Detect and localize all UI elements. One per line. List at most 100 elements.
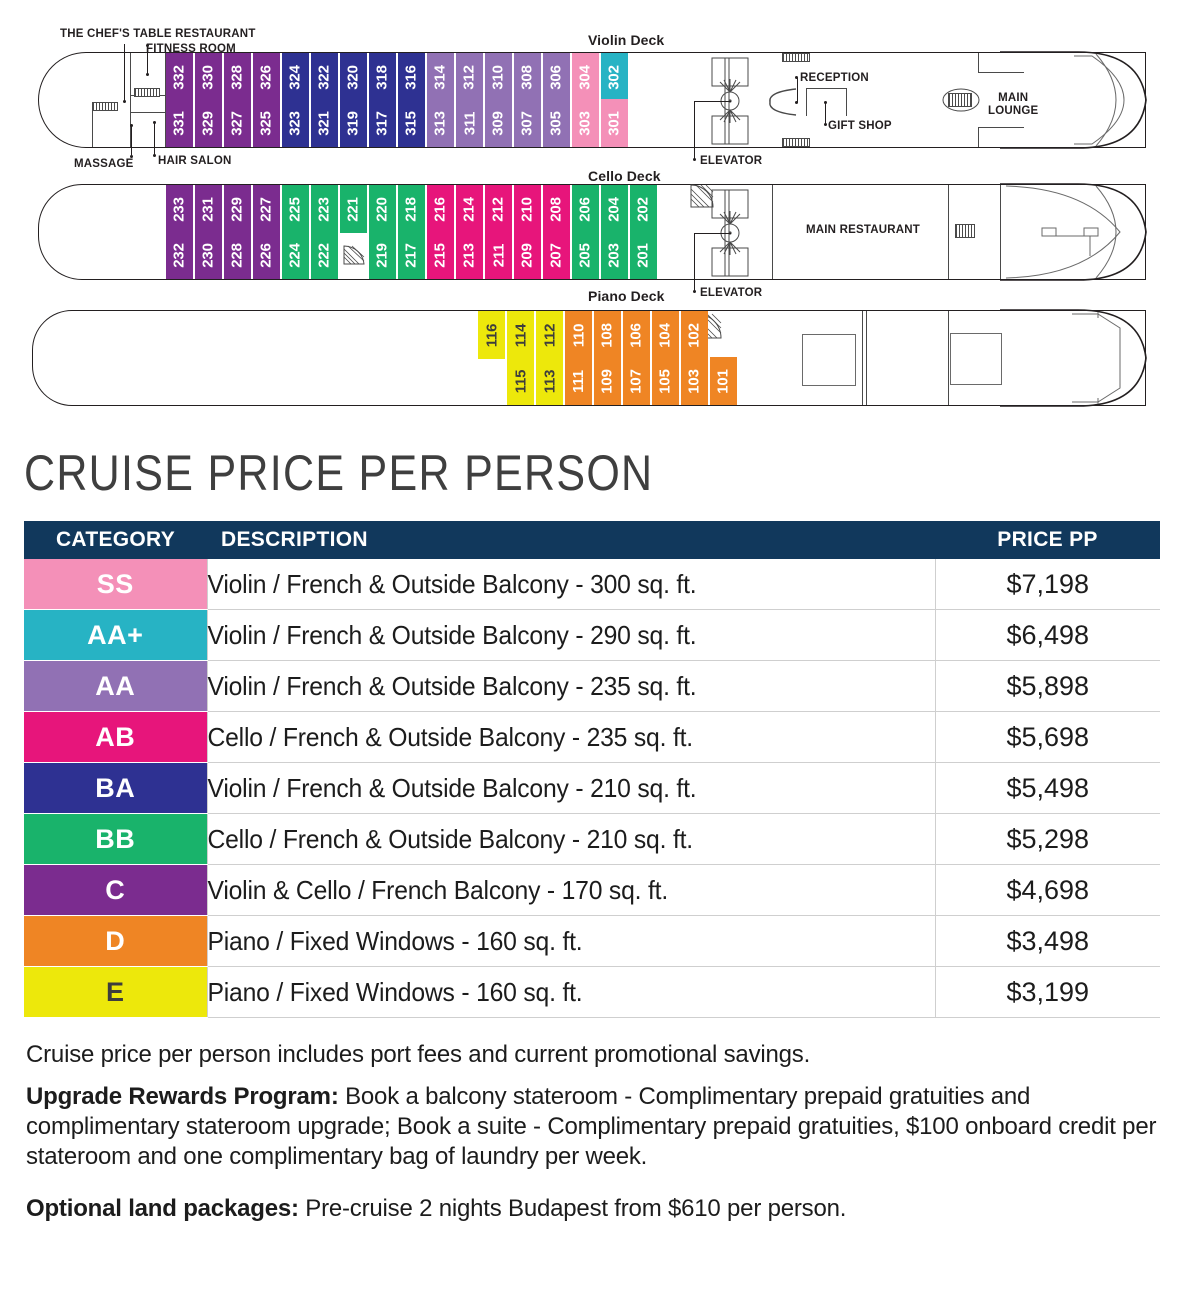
cabin-224[interactable]: 224 (282, 231, 309, 279)
leader-dot-reception2 (795, 101, 798, 104)
stairs-icon (340, 231, 367, 279)
cabin-102[interactable]: 102 (681, 311, 708, 359)
cabin-105[interactable]: 105 (652, 357, 679, 405)
cabin-320[interactable]: 320 (340, 53, 367, 101)
cabin-116[interactable]: 116 (478, 311, 505, 359)
cabin-215[interactable]: 215 (427, 231, 454, 279)
cabin-313[interactable]: 313 (427, 99, 454, 147)
cabin-number: 329 (200, 110, 217, 136)
cabin-301[interactable]: 301 (601, 99, 628, 147)
cabin-113[interactable]: 113 (536, 357, 563, 405)
cabin-232[interactable]: 232 (166, 231, 193, 279)
cabin-210[interactable]: 210 (514, 185, 541, 233)
leader-hairsalon (154, 122, 155, 155)
cabin-331[interactable]: 331 (166, 99, 193, 147)
cabin-104[interactable]: 104 (652, 311, 679, 359)
table-row: C Violin & Cello / French Balcony - 170 s… (24, 864, 1160, 916)
category-price: $3,498 (935, 915, 1160, 967)
cabin-number: 222 (316, 242, 333, 268)
cabin-216[interactable]: 216 (427, 185, 454, 233)
category-price: $6,498 (935, 609, 1160, 661)
cabin-310[interactable]: 310 (485, 53, 512, 101)
cabin-217[interactable]: 217 (398, 231, 425, 279)
cabin-225[interactable]: 225 (282, 185, 309, 233)
cabin-213[interactable]: 213 (456, 231, 483, 279)
cabin-324[interactable]: 324 (282, 53, 309, 101)
cabin-number: 321 (316, 110, 333, 136)
cabin-223[interactable]: 223 (311, 185, 338, 233)
cabin-number: 106 (628, 322, 645, 348)
cabin-318[interactable]: 318 (369, 53, 396, 101)
cabin-309[interactable]: 309 (485, 99, 512, 147)
cabin-316[interactable]: 316 (398, 53, 425, 101)
cabin-207[interactable]: 207 (543, 231, 570, 279)
cabin-112[interactable]: 112 (536, 311, 563, 359)
cabin-306[interactable]: 306 (543, 53, 570, 101)
cabin-209[interactable]: 209 (514, 231, 541, 279)
cabin-312[interactable]: 312 (456, 53, 483, 101)
cabin-number: 208 (548, 196, 565, 222)
cabin-327[interactable]: 327 (224, 99, 251, 147)
cabin-103[interactable]: 103 (681, 357, 708, 405)
cabin-302[interactable]: 302 (601, 53, 628, 101)
cabin-203[interactable]: 203 (601, 231, 628, 279)
cabin-305[interactable]: 305 (543, 99, 570, 147)
cabin-329[interactable]: 329 (195, 99, 222, 147)
cabin-317[interactable]: 317 (369, 99, 396, 147)
cabin-325[interactable]: 325 (253, 99, 280, 147)
cabin-205[interactable]: 205 (572, 231, 599, 279)
cabin-204[interactable]: 204 (601, 185, 628, 233)
cabin-109[interactable]: 109 (594, 357, 621, 405)
cabin-201[interactable]: 201 (630, 231, 657, 279)
cabin-221[interactable]: 221 (340, 185, 367, 233)
cabin-322[interactable]: 322 (311, 53, 338, 101)
violin-deck-title: Violin Deck (588, 32, 665, 48)
cabin-308[interactable]: 308 (514, 53, 541, 101)
cabin-315[interactable]: 315 (398, 99, 425, 147)
cabin-202[interactable]: 202 (630, 185, 657, 233)
cabin-115[interactable]: 115 (507, 357, 534, 405)
cabin-230[interactable]: 230 (195, 231, 222, 279)
cabin-108[interactable]: 108 (594, 311, 621, 359)
cabin-314[interactable]: 314 (427, 53, 454, 101)
cabin-229[interactable]: 229 (224, 185, 251, 233)
cabin-226[interactable]: 226 (253, 231, 280, 279)
cabin-330[interactable]: 330 (195, 53, 222, 101)
cabin-number: 107 (628, 368, 645, 394)
category-badge-c: C (24, 864, 207, 916)
cabin-233[interactable]: 233 (166, 185, 193, 233)
cabin-107[interactable]: 107 (623, 357, 650, 405)
cabin-328[interactable]: 328 (224, 53, 251, 101)
cabin-332[interactable]: 332 (166, 53, 193, 101)
cabin-303[interactable]: 303 (572, 99, 599, 147)
cabin-304[interactable]: 304 (572, 53, 599, 101)
cabin-211[interactable]: 211 (485, 231, 512, 279)
cabin-319[interactable]: 319 (340, 99, 367, 147)
cabin-206[interactable]: 206 (572, 185, 599, 233)
cabin-208[interactable]: 208 (543, 185, 570, 233)
cabin-106[interactable]: 106 (623, 311, 650, 359)
cabin-212[interactable]: 212 (485, 185, 512, 233)
cabin-101[interactable]: 101 (710, 357, 737, 405)
cabin-number: 328 (229, 64, 246, 90)
cabin-307[interactable]: 307 (514, 99, 541, 147)
cabin-222[interactable]: 222 (311, 231, 338, 279)
cabin-326[interactable]: 326 (253, 53, 280, 101)
cabin-number: 301 (606, 110, 623, 136)
cabin-214[interactable]: 214 (456, 185, 483, 233)
cabin-227[interactable]: 227 (253, 185, 280, 233)
cabin-218[interactable]: 218 (398, 185, 425, 233)
cabin-323[interactable]: 323 (282, 99, 309, 147)
piano-bow-outline (1000, 309, 1147, 407)
cabin-219[interactable]: 219 (369, 231, 396, 279)
cabin-231[interactable]: 231 (195, 185, 222, 233)
cabin-321[interactable]: 321 (311, 99, 338, 147)
cabin-110[interactable]: 110 (565, 311, 592, 359)
cabin-number: 203 (606, 242, 623, 268)
cabin-311[interactable]: 311 (456, 99, 483, 147)
cabin-228[interactable]: 228 (224, 231, 251, 279)
category-description: Piano / Fixed Windows - 160 sq. ft. (206, 915, 900, 967)
cabin-220[interactable]: 220 (369, 185, 396, 233)
cabin-111[interactable]: 111 (565, 357, 592, 405)
cabin-114[interactable]: 114 (507, 311, 534, 359)
